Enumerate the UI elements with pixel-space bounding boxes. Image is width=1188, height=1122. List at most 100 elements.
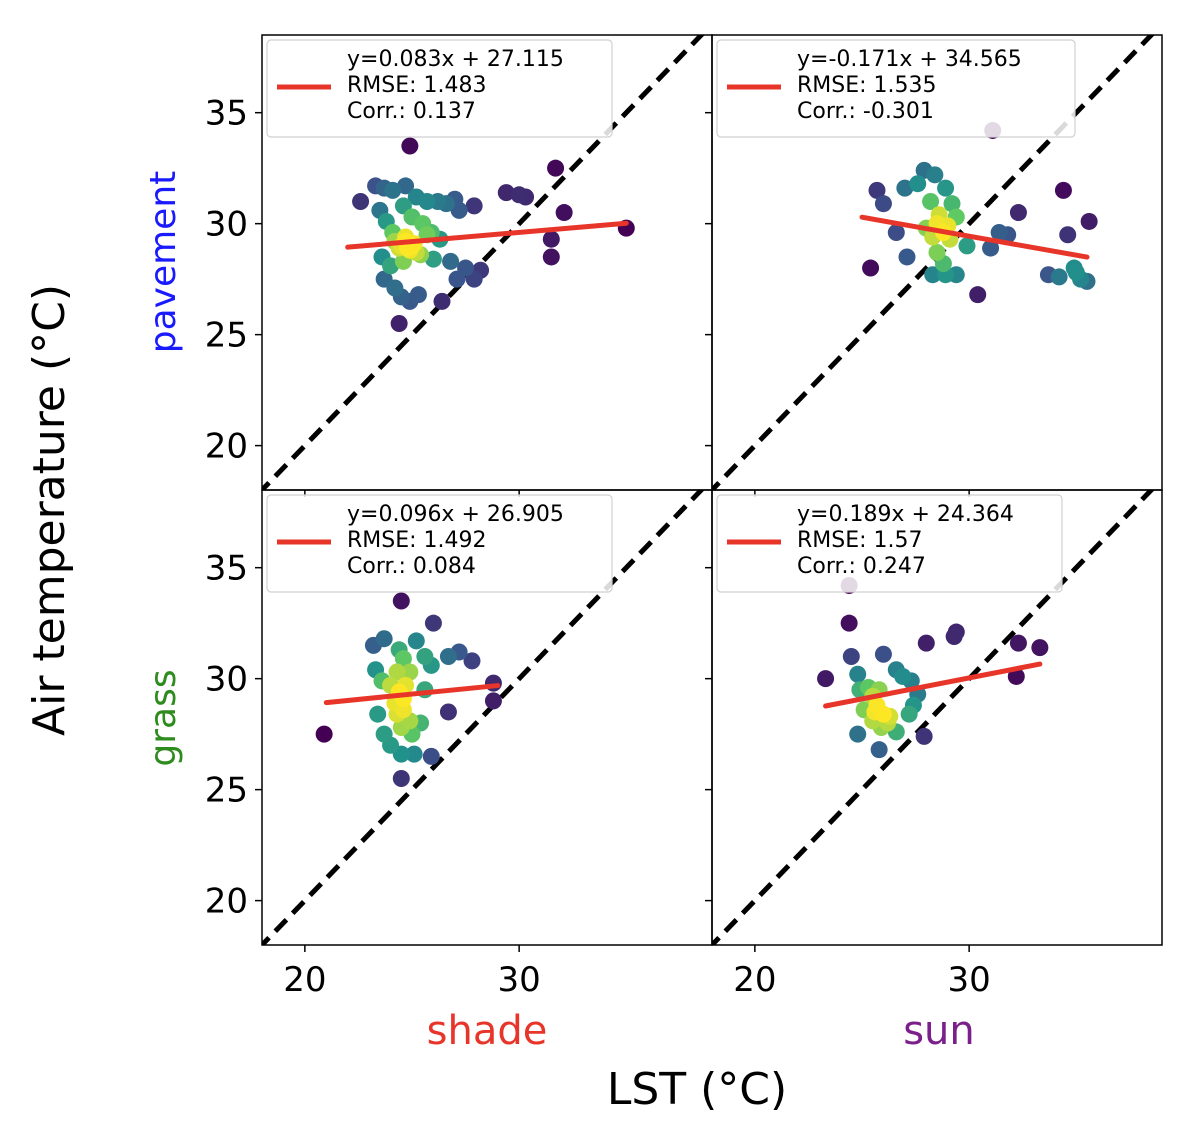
y-tick-label: 30 (205, 205, 248, 245)
data-point (1009, 634, 1027, 652)
data-point (542, 248, 560, 266)
data-point (315, 725, 333, 743)
data-point (375, 630, 393, 648)
data-point (369, 705, 387, 723)
x-axis-title: LST (°C) (607, 1064, 787, 1115)
legend-box (266, 39, 613, 138)
regression-line (859, 214, 1090, 260)
data-point (394, 650, 412, 668)
data-point (1054, 181, 1072, 199)
data-point (416, 647, 434, 665)
data-point (392, 770, 410, 788)
legend-line1: y=0.189x + 24.364 (797, 502, 1014, 527)
one-to-one-line (712, 490, 1155, 945)
legend-line2: RMSE: 1.492 (347, 528, 487, 553)
data-point (390, 315, 408, 333)
data-point (958, 237, 976, 255)
x-tick-label: 20 (733, 960, 776, 1000)
data-point (352, 192, 370, 210)
data-point (409, 286, 427, 304)
legend-line1: y=0.083x + 27.115 (347, 47, 564, 72)
y-axis-title: Air temperature (°C) (24, 284, 75, 736)
y-tick-label: 20 (205, 882, 248, 922)
data-point (1009, 204, 1027, 222)
regression-line (823, 661, 1043, 709)
data-point (1007, 667, 1025, 685)
legend-line3: Corr.: -0.301 (797, 99, 934, 124)
data-point (542, 230, 560, 248)
column-label-sun: sun (903, 1008, 975, 1054)
data-point (463, 652, 481, 670)
data-point (555, 204, 573, 222)
data-point (382, 257, 400, 275)
legend-box (716, 39, 1076, 138)
legend-line2: RMSE: 1.483 (347, 73, 487, 98)
column-label-shade: shade (427, 1008, 548, 1054)
data-point (465, 197, 483, 215)
legend-box (266, 494, 613, 593)
data-point (928, 244, 946, 262)
regression-line (345, 220, 629, 250)
y-tick-label: 25 (205, 316, 248, 356)
data-point (896, 179, 914, 197)
data-point (922, 192, 940, 210)
data-point (969, 286, 987, 304)
y-tick-label: 35 (205, 549, 248, 589)
data-point (909, 175, 927, 193)
x-tick-label: 20 (283, 960, 326, 1000)
data-point (817, 670, 835, 688)
row-label-grass: grass (143, 669, 184, 766)
data-point (386, 279, 404, 297)
data-point (990, 224, 1008, 242)
data-point (887, 224, 905, 242)
x-tick-label: 30 (948, 960, 991, 1000)
data-point (392, 592, 410, 610)
data-point (862, 259, 880, 277)
legend-line1: y=-0.171x + 34.565 (797, 47, 1022, 72)
legend-box (716, 494, 1063, 593)
data-point (917, 634, 935, 652)
data-point (407, 632, 425, 650)
data-point (894, 667, 912, 685)
data-point (982, 239, 1000, 257)
data-point (849, 665, 867, 683)
one-to-one-line (262, 490, 705, 945)
legend-line3: Corr.: 0.247 (797, 554, 926, 579)
data-point (1067, 263, 1085, 281)
data-point (384, 181, 402, 199)
data-point (1059, 226, 1077, 244)
data-point (510, 186, 528, 204)
data-point (397, 177, 415, 195)
data-point (424, 614, 442, 632)
y-tick-label: 30 (205, 660, 248, 700)
data-point (439, 703, 457, 721)
y-tick-label: 25 (205, 771, 248, 811)
data-point (945, 627, 963, 645)
panel-frame (711, 489, 1163, 946)
legend-line2: RMSE: 1.57 (797, 528, 923, 553)
legend-line1: y=0.096x + 26.905 (347, 502, 564, 527)
data-point (915, 727, 933, 745)
data-point (422, 747, 440, 765)
data-point (874, 705, 892, 723)
data-point (870, 741, 888, 759)
data-point (388, 663, 406, 681)
row-label-pavement: pavement (143, 171, 184, 354)
y-tick-label: 35 (205, 94, 248, 134)
data-point (439, 647, 457, 665)
data-point (868, 181, 886, 199)
data-point (457, 259, 475, 277)
legend-line3: Corr.: 0.084 (347, 554, 476, 579)
data-point (547, 159, 565, 177)
data-point (943, 195, 961, 213)
data-point (924, 266, 942, 284)
data-point (401, 137, 419, 155)
data-point (375, 725, 393, 743)
data-point (900, 705, 918, 723)
data-point (842, 647, 860, 665)
data-point (937, 179, 955, 197)
